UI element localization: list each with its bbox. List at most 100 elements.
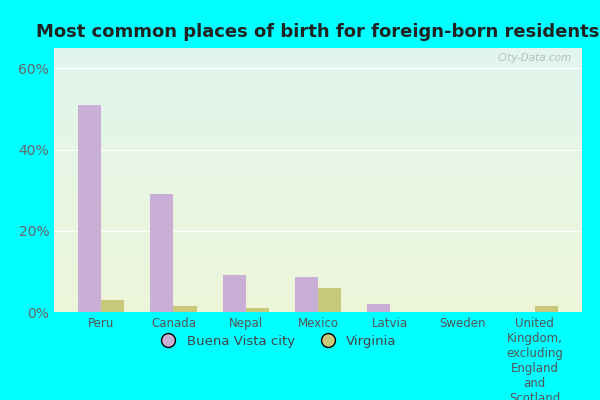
Bar xyxy=(173,306,197,312)
Bar xyxy=(54,259,582,262)
Bar xyxy=(54,164,582,167)
Bar xyxy=(54,201,582,204)
Bar xyxy=(54,127,582,130)
Bar xyxy=(54,294,582,296)
Bar xyxy=(101,300,124,312)
Bar xyxy=(54,283,582,286)
Bar xyxy=(54,267,582,270)
Bar xyxy=(54,177,582,180)
Bar xyxy=(54,135,582,138)
Bar xyxy=(54,72,582,74)
Bar xyxy=(150,194,173,312)
Bar xyxy=(54,217,582,220)
Bar xyxy=(54,302,582,304)
Bar xyxy=(223,276,246,312)
Bar xyxy=(54,262,582,264)
Bar xyxy=(246,308,269,312)
Bar xyxy=(54,238,582,241)
Bar xyxy=(54,206,582,209)
Bar xyxy=(54,212,582,214)
Bar xyxy=(54,56,582,58)
Bar xyxy=(54,193,582,196)
Bar xyxy=(54,254,582,256)
Bar xyxy=(54,156,582,159)
Bar xyxy=(78,105,101,312)
Bar xyxy=(54,101,582,104)
Bar xyxy=(54,278,582,280)
Legend: Buena Vista city, Virginia: Buena Vista city, Virginia xyxy=(149,329,402,353)
Bar xyxy=(54,119,582,122)
Bar xyxy=(54,209,582,212)
Bar xyxy=(54,80,582,82)
Bar xyxy=(54,264,582,267)
Bar xyxy=(54,109,582,111)
Bar xyxy=(54,286,582,288)
Bar xyxy=(54,88,582,90)
Bar xyxy=(54,93,582,96)
Bar xyxy=(54,304,582,307)
Bar xyxy=(54,272,582,275)
Bar xyxy=(54,233,582,236)
Bar xyxy=(54,188,582,190)
Bar xyxy=(54,251,582,254)
Bar xyxy=(54,246,582,249)
Bar xyxy=(54,288,582,291)
Bar xyxy=(54,82,582,85)
Bar xyxy=(54,299,582,302)
Bar xyxy=(54,185,582,188)
Bar xyxy=(54,220,582,222)
Title: Most common places of birth for foreign-born residents: Most common places of birth for foreign-… xyxy=(37,23,599,41)
Bar xyxy=(54,190,582,193)
Bar xyxy=(54,180,582,183)
Bar xyxy=(54,132,582,135)
Bar xyxy=(54,106,582,109)
Bar xyxy=(54,122,582,124)
Bar xyxy=(54,291,582,294)
Bar xyxy=(54,198,582,201)
Bar xyxy=(54,183,582,185)
Bar xyxy=(54,222,582,225)
Bar xyxy=(54,51,582,53)
Bar xyxy=(54,143,582,146)
Bar xyxy=(54,296,582,299)
Bar xyxy=(54,69,582,72)
Bar xyxy=(54,58,582,61)
Bar xyxy=(54,53,582,56)
Bar xyxy=(535,306,558,312)
Bar xyxy=(54,114,582,117)
Bar xyxy=(54,196,582,198)
Bar xyxy=(54,236,582,238)
Bar xyxy=(367,304,390,312)
Bar xyxy=(54,228,582,230)
Bar xyxy=(54,172,582,175)
Bar xyxy=(54,90,582,93)
Bar xyxy=(54,270,582,272)
Bar xyxy=(54,175,582,177)
Bar xyxy=(54,124,582,127)
Bar xyxy=(54,167,582,170)
Bar xyxy=(54,66,582,69)
Bar xyxy=(54,154,582,156)
Bar xyxy=(54,151,582,154)
Bar xyxy=(54,170,582,172)
Bar xyxy=(54,48,582,51)
Bar xyxy=(54,307,582,309)
Bar xyxy=(54,77,582,80)
Bar xyxy=(54,98,582,101)
Bar xyxy=(54,230,582,233)
Bar xyxy=(54,243,582,246)
Bar xyxy=(54,214,582,217)
Bar xyxy=(54,159,582,162)
Bar xyxy=(54,61,582,64)
Bar xyxy=(54,85,582,88)
Bar xyxy=(54,130,582,132)
Bar xyxy=(54,138,582,140)
Bar xyxy=(54,162,582,164)
Bar xyxy=(54,256,582,259)
Bar xyxy=(54,204,582,206)
Bar xyxy=(295,278,318,312)
Bar xyxy=(54,225,582,228)
Bar xyxy=(54,64,582,66)
Bar xyxy=(54,104,582,106)
Bar xyxy=(54,280,582,283)
